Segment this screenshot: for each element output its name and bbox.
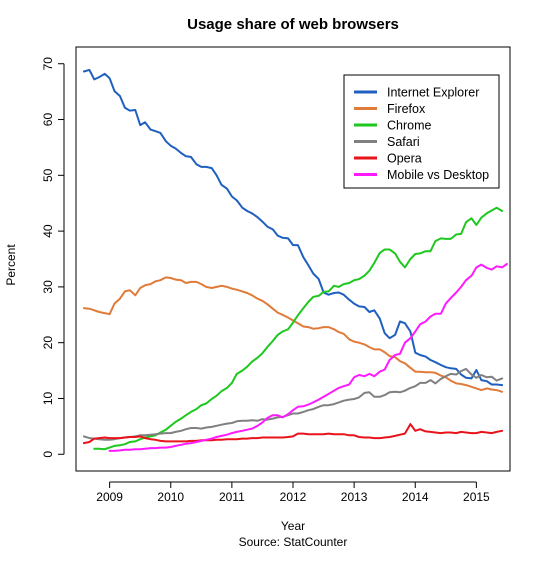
- series-line-internet-explorer: [82, 68, 504, 387]
- source-note: Source: StatCounter: [239, 535, 348, 549]
- y-tick-label: 40: [41, 224, 55, 238]
- x-tick-label: 2009: [96, 490, 123, 504]
- x-tick-label: 2010: [157, 490, 184, 504]
- chart-title: Usage share of web browsers: [187, 16, 399, 33]
- x-axis-label: Year: [281, 519, 305, 533]
- y-tick-label: 10: [41, 391, 55, 405]
- y-tick-label: 50: [41, 168, 55, 182]
- y-tick-label: 30: [41, 280, 55, 294]
- y-tick-label: 0: [41, 451, 55, 458]
- legend-label-mobile-vs-desktop: Mobile vs Desktop: [387, 168, 489, 182]
- x-tick-label: 2011: [219, 490, 245, 504]
- legend-box: [343, 74, 500, 189]
- series-line-opera: [82, 423, 504, 445]
- legend-label-safari: Safari: [387, 135, 420, 149]
- y-tick-label: 70: [41, 57, 55, 71]
- plot-frame: [75, 46, 511, 472]
- x-axis: 2009 2010 2011 2012 2013 2014 2015: [96, 481, 490, 504]
- x-tick-label: 2015: [463, 490, 490, 504]
- legend-label-chrome: Chrome: [387, 119, 432, 133]
- series-line-firefox: [82, 276, 504, 393]
- x-tick-label: 2012: [280, 490, 307, 504]
- series-line-safari: [82, 367, 504, 441]
- series-line-chrome: [93, 206, 504, 451]
- legend: Internet Explorer Firefox Chrome Safari Oper…: [343, 74, 500, 189]
- series-line-mobile-vs-desktop: [108, 263, 508, 452]
- y-tick-label: 60: [41, 113, 55, 127]
- legend-label-opera: Opera: [387, 152, 422, 166]
- y-tick-label: 20: [41, 336, 55, 350]
- y-axis: 0 10 20 30 40 50 60 70: [41, 57, 65, 458]
- series-layer: [82, 68, 508, 452]
- legend-label-firefox: Firefox: [387, 102, 426, 116]
- legend-label-internet-explorer: Internet Explorer: [387, 86, 479, 100]
- x-tick-label: 2013: [341, 490, 368, 504]
- y-axis-label: Percent: [4, 244, 18, 286]
- x-tick-label: 2014: [402, 490, 429, 504]
